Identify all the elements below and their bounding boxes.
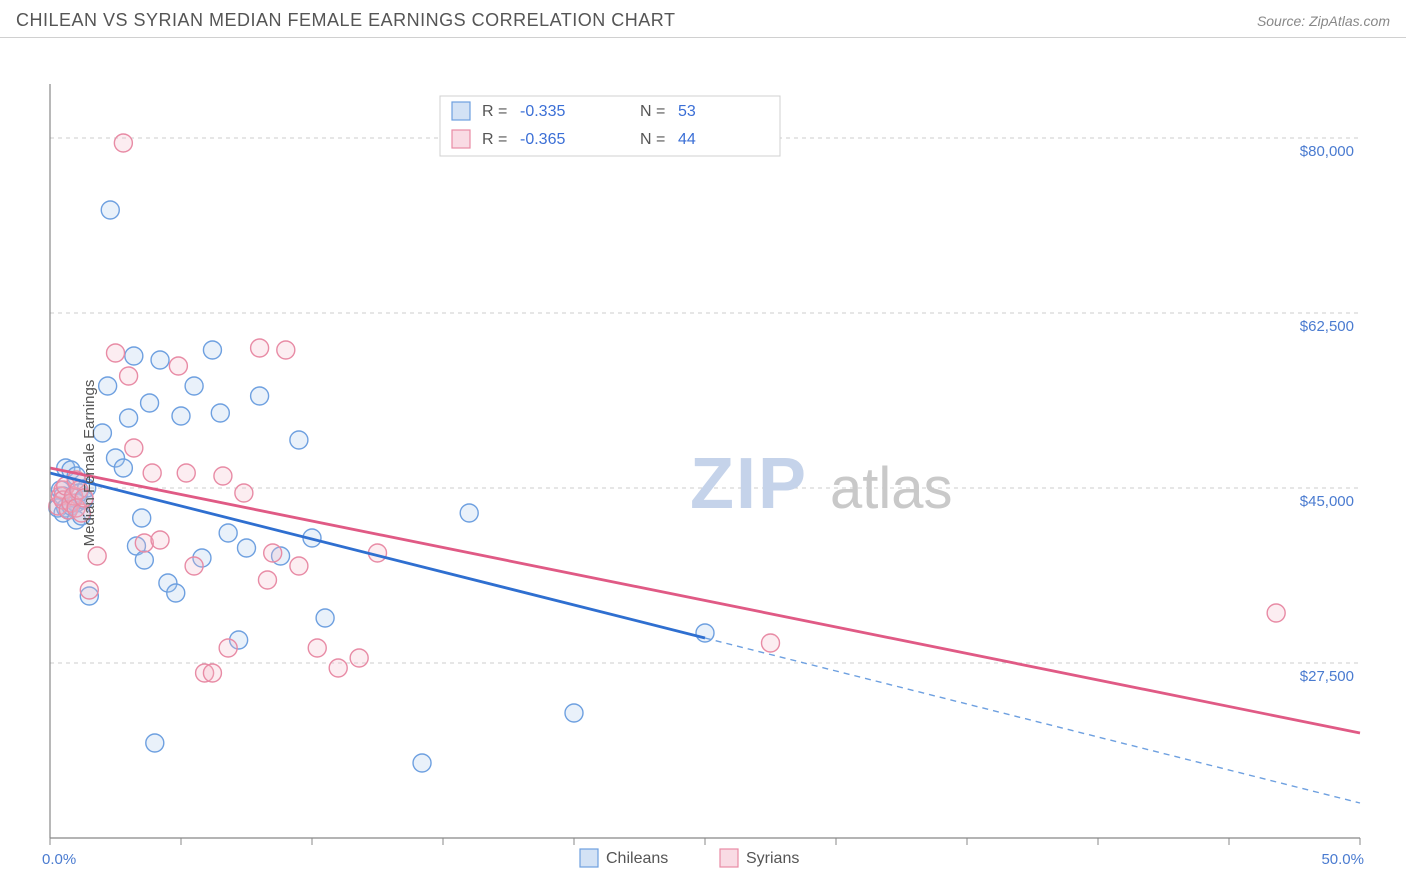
- data-point: [290, 557, 308, 575]
- legend-series-label: Chileans: [606, 850, 668, 867]
- chart-title: CHILEAN VS SYRIAN MEDIAN FEMALE EARNINGS…: [16, 10, 675, 31]
- legend-n-value: 53: [678, 103, 696, 120]
- data-point: [185, 377, 203, 395]
- data-point: [277, 341, 295, 359]
- chart-svg: $27,500 $45,000 $62,500 $80,000 ZIP atlas 0.0%…: [0, 38, 1406, 888]
- watermark-zip: ZIP: [690, 444, 808, 524]
- data-point: [135, 534, 153, 552]
- data-point: [133, 509, 151, 527]
- data-point: [762, 634, 780, 652]
- legend-swatch: [720, 849, 738, 867]
- data-point: [120, 367, 138, 385]
- data-point: [308, 639, 326, 657]
- data-point: [251, 339, 269, 357]
- y-tick-label: $27,500: [1300, 668, 1354, 685]
- data-point: [146, 734, 164, 752]
- data-point: [141, 394, 159, 412]
- legend-n-label: N =: [640, 103, 665, 120]
- legend-series-label: Syrians: [746, 850, 799, 867]
- data-point: [413, 754, 431, 772]
- data-point: [185, 557, 203, 575]
- legend-r-value: -0.335: [520, 103, 565, 120]
- data-point: [238, 539, 256, 557]
- data-point: [203, 664, 221, 682]
- data-point: [316, 609, 334, 627]
- data-point: [151, 351, 169, 369]
- legend-n-label: N =: [640, 131, 665, 148]
- y-axis-label: Median Female Earnings: [81, 380, 98, 547]
- data-point: [125, 439, 143, 457]
- data-point: [460, 504, 478, 522]
- data-point: [135, 551, 153, 569]
- data-point: [290, 431, 308, 449]
- data-point: [258, 571, 276, 589]
- legend-r-label: R =: [482, 131, 507, 148]
- watermark-atlas: atlas: [830, 456, 953, 521]
- data-point: [80, 581, 98, 599]
- data-point: [235, 484, 253, 502]
- data-point: [329, 659, 347, 677]
- data-point: [107, 344, 125, 362]
- data-point: [350, 649, 368, 667]
- data-point: [264, 544, 282, 562]
- data-point: [565, 704, 583, 722]
- chart-header: CHILEAN VS SYRIAN MEDIAN FEMALE EARNINGS…: [0, 0, 1406, 38]
- data-point: [120, 409, 138, 427]
- data-point: [219, 639, 237, 657]
- data-point: [251, 387, 269, 405]
- data-point: [211, 404, 229, 422]
- legend-swatch: [452, 102, 470, 120]
- data-point: [214, 467, 232, 485]
- data-point: [101, 201, 119, 219]
- data-point: [177, 464, 195, 482]
- data-point: [151, 531, 169, 549]
- data-point: [99, 377, 117, 395]
- data-point: [696, 624, 714, 642]
- y-tick-label: $62,500: [1300, 318, 1354, 335]
- data-point: [1267, 604, 1285, 622]
- x-tick-label: 0.0%: [42, 851, 76, 868]
- data-point: [169, 357, 187, 375]
- legend-swatch: [580, 849, 598, 867]
- data-point: [203, 341, 221, 359]
- data-point: [143, 464, 161, 482]
- data-point: [172, 407, 190, 425]
- data-point: [125, 347, 143, 365]
- legend-r-label: R =: [482, 103, 507, 120]
- chart-area: Median Female Earnings $27,500 $45,000 $62…: [0, 38, 1406, 888]
- legend-swatch: [452, 130, 470, 148]
- legend-r-value: -0.365: [520, 131, 565, 148]
- data-point: [114, 459, 132, 477]
- y-tick-label: $45,000: [1300, 493, 1354, 510]
- x-tick-label: 50.0%: [1321, 851, 1364, 868]
- legend-n-value: 44: [678, 131, 696, 148]
- chart-source: Source: ZipAtlas.com: [1257, 13, 1390, 29]
- data-point: [88, 547, 106, 565]
- y-tick-label: $80,000: [1300, 143, 1354, 160]
- data-point: [114, 134, 132, 152]
- data-point: [167, 584, 185, 602]
- data-point: [219, 524, 237, 542]
